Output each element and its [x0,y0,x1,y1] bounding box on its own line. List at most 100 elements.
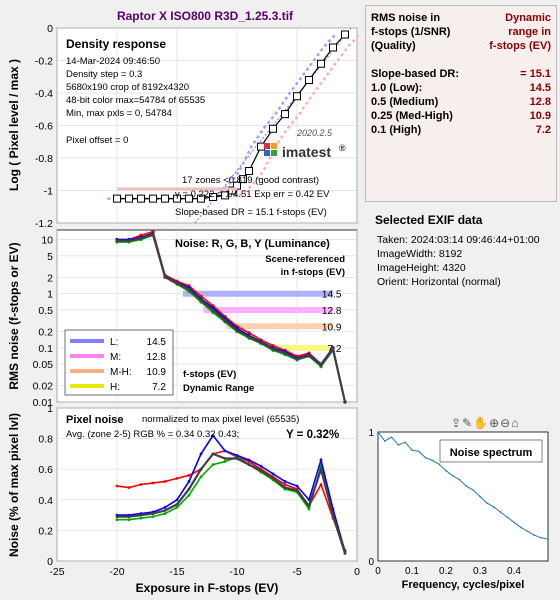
noise-data-point [175,281,179,285]
home-icon[interactable]: ⌂ [511,416,520,430]
spectrum-data-point [499,511,502,513]
noise-data-point [127,239,131,243]
spectrum-data-point [431,459,434,462]
exposure-xlabel: Exposure in F-stops (EV) [136,581,279,595]
pixel-noise-data-point [187,493,191,497]
legend-label: M: [110,352,121,363]
noise-plot: 0.01 0.02 0.05 0.1 0.2 0.5 1 2 5 10 14.5 12.8 10.9 7.… [33,230,358,409]
pixel-noise-data-point [211,463,215,467]
density-ylabel: Log ( Pixel level / max ) [7,59,21,191]
spectrum-data-point [526,530,529,533]
zoom-out-icon[interactable]: ⊖ [500,416,512,430]
density-data-point [228,186,237,195]
density-y-tick-label: 0 [47,23,53,35]
density-pixel-offset: Pixel offset = 0 [66,135,128,146]
export-icon[interactable]: ⇪ [451,416,463,430]
spectrum-data-point [465,485,468,487]
noise-data-point [331,347,335,351]
exif-width: ImageWidth: 8192 [377,248,463,260]
spectrum-data-point [513,521,515,524]
exif-height: ImageHeight: 4320 [377,262,466,274]
noise-data-point [295,357,299,361]
pixel-noise-data-point [283,480,287,483]
spectrum-title: Noise spectrum [450,447,533,459]
density-data-point [269,124,277,133]
noise-data-point [199,294,203,298]
pixel-y-tick-label: 0.8 [38,434,53,446]
pixel-noise-data-point [319,458,323,462]
density-data-point [113,194,121,203]
legend-value: 12.8 [147,352,167,363]
pixel-noise-data-point [199,452,203,456]
density-note-dr: Slope-based DR = 15.1 f-stops (EV) [175,207,327,218]
pixel-noise-data-point [343,551,347,555]
zoom-in-icon[interactable]: ⊕ [489,416,501,430]
density-note-zones: 17 zones <0.819 (good contrast) [182,175,319,186]
pixel-noise-series-line [117,452,347,554]
spectrum-data-point [390,436,393,438]
density-data-point [197,194,205,203]
noise-y-tick-label: 1 [47,289,53,301]
dr-title-2: Dynamic Range [183,383,254,394]
density-y-tick-label: -0.8 [35,153,53,165]
noise-data-point [235,328,239,332]
pixel-noise-data-point [163,512,167,515]
spectrum-data-point [404,441,407,444]
density-data-point [281,110,289,119]
noise-data-point [259,340,263,345]
density-data-point [149,194,157,203]
noise-data-point [115,239,119,243]
pixel-noise-data-point [187,473,191,477]
spectrum-data-point [424,457,427,459]
noise-note-1: Scene-referenced [265,254,345,265]
density-data-point [209,193,217,201]
density-y-tick-label: -0.2 [35,56,53,68]
table-header-left-1: RMS noise in [371,12,441,24]
pixel-noise-data-point [319,483,323,486]
noise-data-point [271,347,275,351]
pixel-y-tick-label: 0.2 [38,525,53,537]
pixel-noise-data-point [319,467,323,471]
brush-icon[interactable]: ✎ [462,416,474,430]
imatest-logo: imatest ® [264,143,346,160]
pixel-noise-data-point [307,507,311,511]
legend-value: 7.2 [152,382,166,393]
density-data-point [125,194,133,203]
table-header-left-3: (Quality) [371,40,416,52]
density-data-point [305,76,313,84]
table-header-left-2: f-stops (1/SNR) [371,26,451,38]
density-y-tick-label: -0.4 [35,88,53,100]
legend-label: L: [110,337,118,348]
spectrum-xlabel: Frequency, cycles/pixel [402,579,525,591]
pixel-noise-data-point [115,484,119,488]
density-info-color: 48-bit color max=54784 of 65535 [66,95,205,106]
noise-data-point [271,344,275,348]
table-header-right-1: Dynamic [505,12,551,24]
pixel-noise-data-point [139,516,143,520]
noise-y-tick-label: 5 [47,251,53,263]
table-header-right-2: range in [508,26,551,38]
noise-data-point [343,400,347,404]
exposure-x-tick-label: -10 [229,566,244,578]
pixel-noise-data-point [211,452,215,456]
pixel-noise-ylabel: Noise (% of max pixel lvl) [7,413,21,557]
spectrum-y-tick-label: 1 [368,428,374,439]
pixel-noise-data-point [139,483,143,486]
pixel-noise-data-point [163,506,167,509]
pixel-noise-data-point [139,513,143,517]
table-row-value: 14.5 [529,82,551,94]
noise-y-tick-label: 2 [47,272,53,284]
pixel-noise-data-point [271,476,275,480]
noise-data-point [247,331,251,335]
pixel-noise-data-point [259,464,263,468]
noise-y-tick-label: 0.01 [33,397,54,409]
exif-orient: Orient: Horizontal (normal) [377,276,501,288]
density-data-point [341,30,349,39]
exif-panel: Selected EXIF data Taken: 2024:03:14 09:… [375,213,540,289]
pan-hand-icon[interactable]: ✋ [473,416,490,430]
legend-value: 14.5 [147,337,167,348]
pixel-noise-y-value: Y = 0.32% [286,429,339,441]
pixel-noise-data-point [151,515,155,519]
spectrum-data-point [438,463,441,466]
noise-data-point [247,335,251,339]
